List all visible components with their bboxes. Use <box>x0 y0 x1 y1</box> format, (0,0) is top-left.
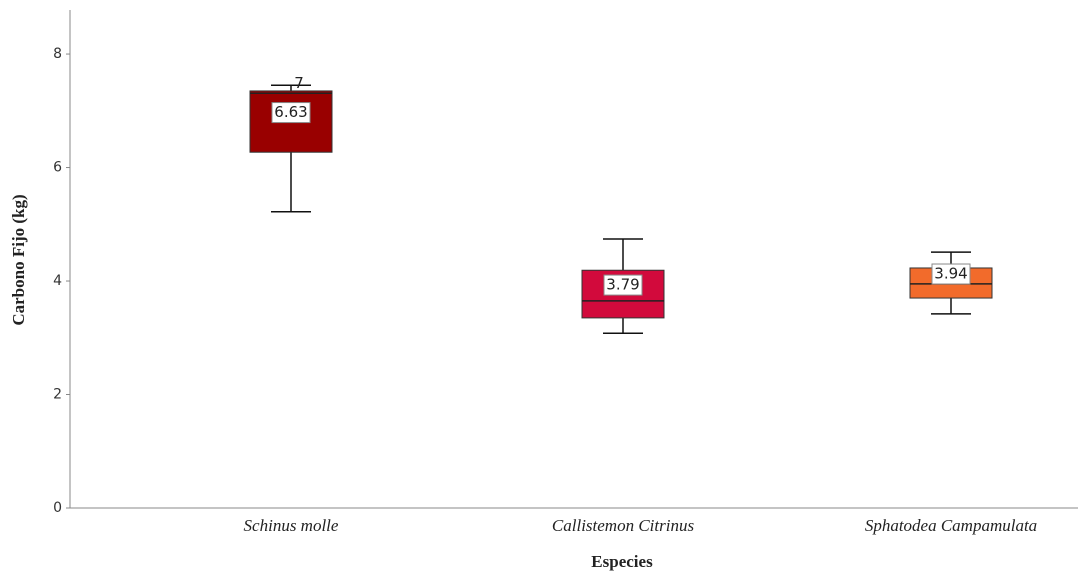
mean-label: 6.63 <box>274 103 307 121</box>
y-tick-label: 8 <box>53 46 62 62</box>
y-tick-label: 4 <box>53 273 62 289</box>
y-tick-label: 0 <box>53 500 62 516</box>
mean-label-bg <box>931 263 971 285</box>
mean-label: 3.79 <box>606 276 639 294</box>
x-tick-label: Callistemon Citrinus <box>552 516 695 535</box>
x-tick-label: Schinus molle <box>244 516 339 535</box>
y-tick-label: 6 <box>53 160 62 176</box>
x-axis-title: Especies <box>591 552 653 571</box>
x-tick-label: Sphatodea Campamulata <box>865 516 1037 535</box>
annotation: 7 <box>294 74 304 92</box>
mean-label: 3.94 <box>934 265 967 283</box>
y-tick-label: 2 <box>53 387 62 403</box>
y-axis-title: Carbono Fijo (kg) <box>9 194 28 325</box>
mean-label-bg <box>603 274 643 296</box>
mean-label-bg <box>271 102 311 124</box>
